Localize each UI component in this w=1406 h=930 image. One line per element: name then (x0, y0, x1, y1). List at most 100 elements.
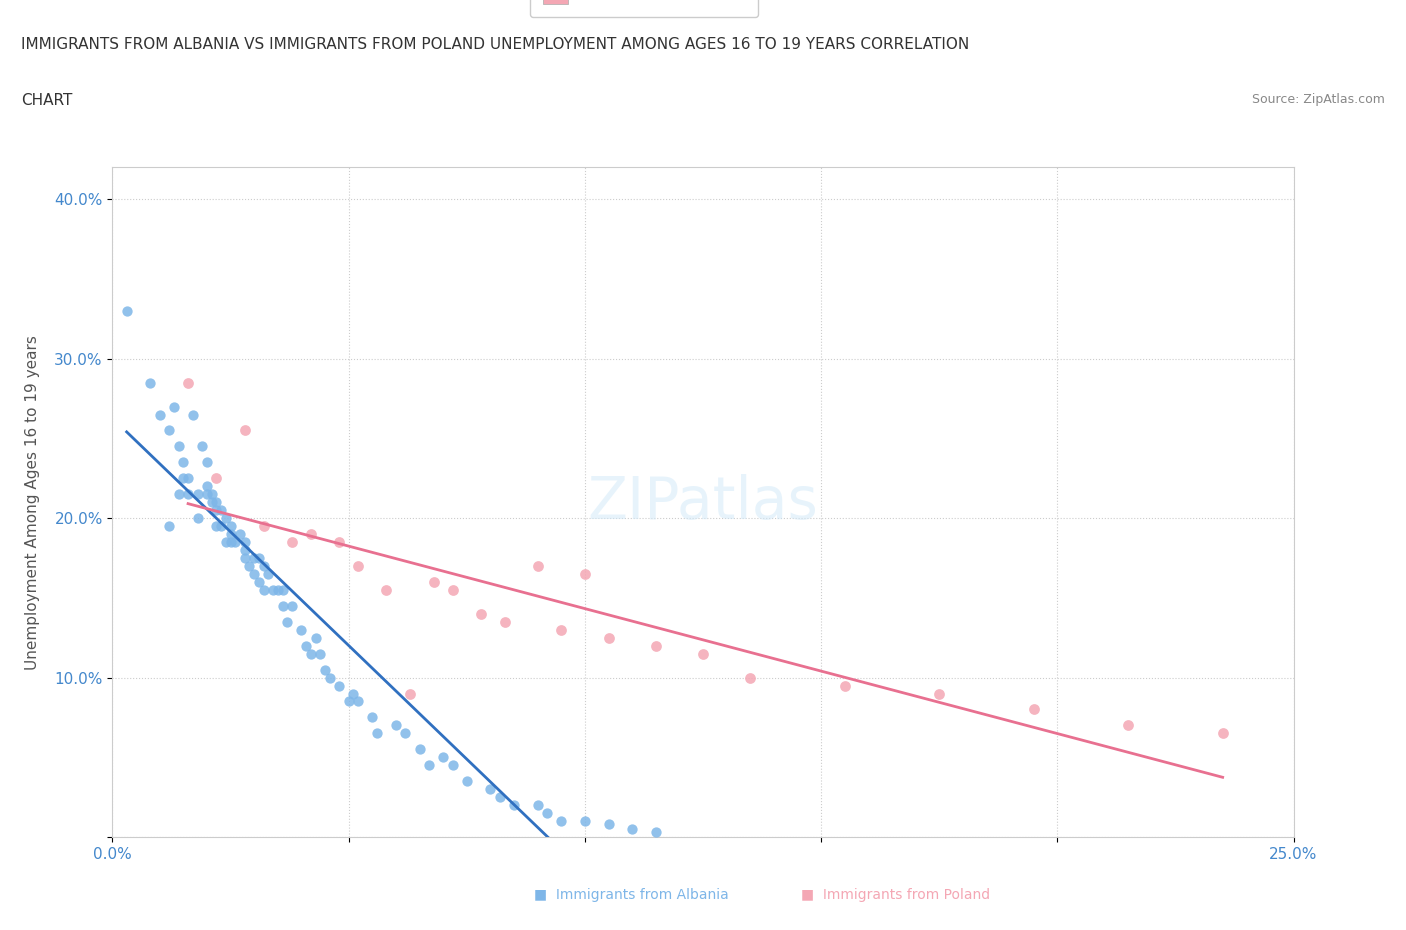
Point (271, 582, 294, 597)
Point (598, 631, 620, 645)
Point (157, 423, 180, 438)
Point (470, 606, 492, 621)
Point (1212, 726, 1234, 741)
Point (219, 519, 242, 534)
Point (243, 566, 266, 581)
Point (550, 814, 572, 829)
Point (281, 598, 304, 613)
Point (328, 535, 350, 550)
Point (219, 535, 242, 550)
Point (177, 486, 200, 501)
Point (233, 535, 256, 550)
Point (399, 686, 422, 701)
Text: CHART: CHART (21, 93, 73, 108)
Point (233, 551, 256, 565)
Point (1022, 702, 1045, 717)
Point (209, 503, 232, 518)
Point (149, 407, 172, 422)
Point (574, 566, 596, 581)
Point (191, 439, 214, 454)
Point (115, 303, 138, 318)
Point (253, 559, 276, 574)
Point (422, 575, 444, 590)
Point (441, 758, 464, 773)
Point (201, 495, 224, 510)
Point (257, 566, 280, 581)
Point (233, 423, 256, 438)
Point (205, 471, 228, 485)
Point (186, 486, 208, 501)
Point (299, 646, 322, 661)
Point (219, 526, 242, 541)
Point (233, 542, 256, 557)
Point (1116, 718, 1139, 733)
Point (224, 535, 246, 550)
Point (215, 511, 238, 525)
Point (342, 686, 364, 701)
Point (201, 486, 224, 501)
Point (253, 582, 276, 597)
Text: ■  Immigrants from Albania: ■ Immigrants from Albania (534, 888, 730, 902)
Text: ZIPatlas: ZIPatlas (588, 473, 818, 531)
Text: IMMIGRANTS FROM ALBANIA VS IMMIGRANTS FROM POLAND UNEMPLOYMENT AMONG AGES 16 TO : IMMIGRANTS FROM ALBANIA VS IMMIGRANTS FR… (21, 37, 969, 52)
Point (172, 471, 194, 485)
Point (186, 511, 208, 525)
Point (238, 559, 260, 574)
Point (337, 694, 360, 709)
Point (328, 678, 350, 693)
Legend: R = -0.437   N = 80, R = -0.446   N = 26: R = -0.437 N = 80, R = -0.446 N = 26 (530, 0, 758, 17)
Point (205, 503, 228, 518)
Point (195, 479, 218, 494)
Point (304, 631, 326, 645)
Point (692, 646, 714, 661)
Point (139, 375, 162, 390)
Point (243, 551, 266, 565)
Point (299, 526, 322, 541)
Point (167, 439, 190, 454)
Point (644, 825, 666, 840)
Point (385, 718, 408, 733)
Point (172, 455, 194, 470)
Point (181, 407, 204, 422)
Point (262, 582, 284, 597)
Point (177, 375, 200, 390)
Point (834, 678, 856, 693)
Y-axis label: Unemployment Among Ages 16 to 19 years: Unemployment Among Ages 16 to 19 years (25, 335, 41, 670)
Point (209, 519, 232, 534)
Point (271, 598, 294, 613)
Point (418, 758, 440, 773)
Point (394, 726, 416, 741)
Point (621, 821, 644, 836)
Point (503, 798, 526, 813)
Point (205, 495, 228, 510)
Point (366, 726, 388, 741)
Point (432, 750, 454, 764)
Point (928, 686, 950, 701)
Point (157, 519, 180, 534)
Point (375, 582, 398, 597)
Text: ■  Immigrants from Poland: ■ Immigrants from Poland (801, 888, 991, 902)
Point (550, 622, 572, 637)
Point (494, 615, 516, 630)
Point (408, 742, 430, 757)
Point (247, 575, 270, 590)
Point (195, 455, 218, 470)
Point (167, 486, 190, 501)
Point (281, 535, 304, 550)
Point (267, 582, 290, 597)
Point (309, 646, 332, 661)
Point (489, 790, 512, 804)
Point (276, 615, 298, 630)
Point (740, 671, 762, 685)
Point (314, 662, 336, 677)
Point (290, 622, 312, 637)
Point (195, 486, 218, 501)
Point (574, 814, 596, 829)
Point (347, 694, 370, 709)
Point (205, 519, 228, 534)
Point (644, 638, 666, 653)
Point (361, 710, 384, 724)
Point (526, 559, 548, 574)
Point (479, 782, 502, 797)
Point (526, 798, 548, 813)
